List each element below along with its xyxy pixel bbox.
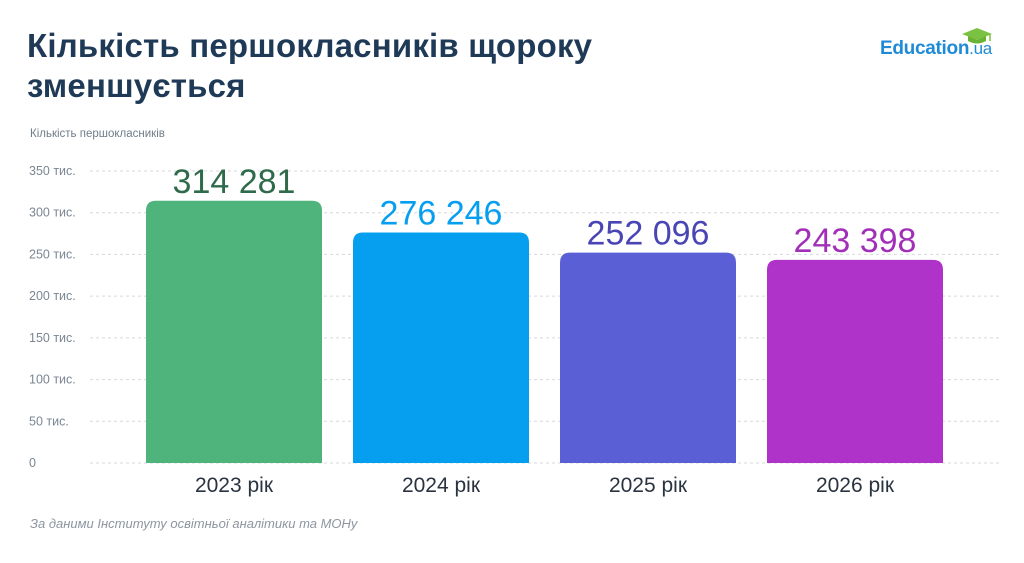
logo-text: Education.ua: [880, 38, 992, 59]
education-ua-logo[interactable]: Education.ua: [880, 28, 1000, 64]
bar: [146, 200, 322, 463]
y-axis-label: Кількість першокласників: [30, 128, 165, 140]
y-tick-labels: 0 50 тис. 100 тис. 150 тис. 200 тис. 250 тис.…: [29, 164, 76, 470]
value-labels: 314 281 276 246 252 096 243 398: [173, 163, 917, 260]
source-note: За даними Інституту освітньої аналітики …: [30, 516, 358, 531]
x-tick-label: 2025 рік: [609, 474, 688, 497]
bar: [560, 252, 736, 463]
x-tick-label: 2023 рік: [195, 474, 274, 497]
y-tick-label: 100 тис.: [29, 373, 76, 387]
y-tick-label: 350 тис.: [29, 164, 76, 178]
title-line-2: зменшується: [27, 67, 246, 104]
y-tick-label: 200 тис.: [29, 289, 76, 303]
graduation-cap-icon: [962, 28, 992, 44]
value-label: 243 398: [794, 222, 917, 260]
bar: [767, 259, 943, 463]
page-title: Кількість першокласників щороку зменшуєт…: [27, 26, 707, 106]
value-label: 252 096: [587, 215, 710, 253]
x-tick-labels: 2023 рік 2024 рік 2025 рік 2026 рік: [195, 474, 895, 497]
title-line-1: Кількість першокласників щороку: [27, 27, 593, 64]
logo-suffix: .ua: [969, 39, 992, 58]
y-tick-label: 50 тис.: [29, 414, 69, 428]
x-tick-label: 2024 рік: [402, 474, 481, 497]
bars: [146, 200, 943, 463]
y-tick-label: 0: [29, 456, 36, 470]
x-tick-label: 2026 рік: [816, 474, 895, 497]
value-label: 276 246: [380, 195, 503, 233]
bar: [353, 232, 529, 463]
y-tick-label: 300 тис.: [29, 206, 76, 220]
value-label: 314 281: [173, 163, 296, 201]
y-tick-label: 250 тис.: [29, 247, 76, 261]
y-tick-label: 150 тис.: [29, 331, 76, 345]
